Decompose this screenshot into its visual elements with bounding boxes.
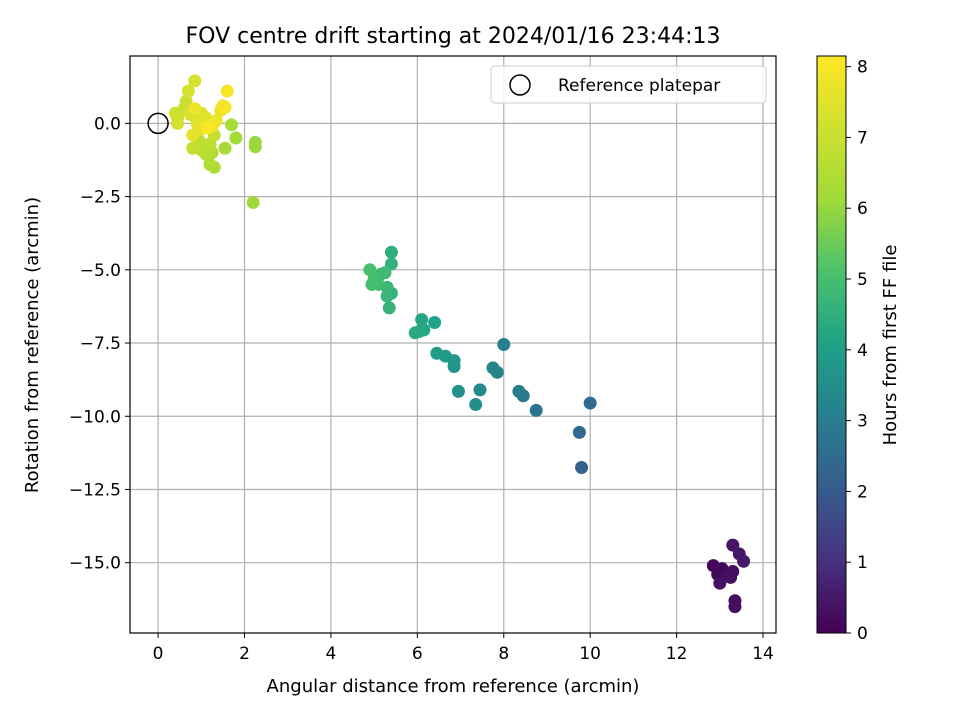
scatter-point [186,141,200,155]
scatter-point [171,116,185,130]
y-tick-label: −2.5 [80,188,121,208]
scatter-point [469,398,483,412]
scatter-point [218,141,232,155]
scatter-point [583,396,597,410]
legend-entry-reference: Reference platepar [558,76,720,96]
scatter-point [497,338,511,351]
x-tick-label: 8 [498,644,509,664]
x-tick-label: 12 [666,644,688,664]
scatter-point [737,554,751,568]
colorbar-tick-label: 6 [857,199,868,219]
scatter-point [382,301,396,315]
scatter-point [428,316,442,330]
scatter-point [229,131,243,145]
scatter-point [529,403,543,417]
scatter-point [218,100,232,114]
colorbar-tick-label: 1 [857,553,868,573]
scatter-point [248,140,262,154]
colorbar-tick-label: 4 [857,341,868,361]
x-tick-label: 4 [326,644,337,664]
scatter-point [363,263,377,277]
chart-title: FOV centre drift starting at 2024/01/16 … [186,24,721,49]
y-tick-label: −12.5 [69,480,121,500]
colorbar-tick-label: 3 [857,412,868,432]
colorbar: 0 1 2 3 4 5 6 7 8 Hours from first FF file [816,55,901,644]
reference-platepar-marker [147,112,169,135]
y-tick-label: 0.0 [94,114,121,134]
scatter-point [415,313,429,327]
scatter-points [168,74,751,614]
scatter-point [220,84,234,98]
x-tick-label: 0 [153,644,164,664]
scatter-point [188,102,202,116]
colorbar-tick-label: 5 [857,270,868,290]
colorbar-tick-label: 0 [857,624,868,644]
scatter-point [430,346,444,360]
scatter-point [512,384,526,398]
x-tick-label: 14 [752,644,774,664]
reference-marker-layer [147,112,169,135]
y-axis-ticks: 0.0 −2.5 −5.0 −7.5 −10.0 −12.5 −15.0 [69,114,130,574]
legend: Reference platepar [490,65,767,104]
scatter-point [188,74,202,88]
scatter-point [246,195,260,209]
scatter-point [408,326,422,340]
x-tick-label: 6 [412,644,423,664]
y-tick-label: −10.0 [69,407,121,427]
scatter-point [384,245,398,259]
scatter-point [728,600,742,614]
scatter-point [713,576,727,590]
y-tick-label: −5.0 [80,261,121,281]
x-axis-ticks: 0 2 4 6 8 10 12 14 [153,633,774,664]
scatter-point [572,425,586,439]
scatter-point [486,361,500,375]
legend-reference-marker [509,74,531,96]
colorbar-tick-label: 2 [857,482,868,502]
colorbar-gradient [816,55,847,634]
scatter-point [201,121,215,135]
scatter-point [451,384,465,398]
scatter-point [225,118,239,132]
scatter-point [365,277,379,291]
scatter-point [575,461,589,475]
scatter-point [721,569,735,583]
scatter-point [181,84,195,98]
colorbar-tick-label: 8 [857,58,868,78]
y-tick-label: −7.5 [80,334,121,354]
y-tick-label: −15.0 [69,554,121,574]
scatter-point [473,383,487,397]
x-tick-label: 2 [239,644,250,664]
x-tick-label: 10 [579,644,601,664]
plot-frame [129,55,777,634]
y-axis-label: Rotation from reference (arcmin) [22,197,43,493]
colorbar-label: Hours from first FF file [880,245,901,446]
colorbar-ticks: 0 1 2 3 4 5 6 7 8 [846,58,868,644]
legend-box [490,65,767,104]
x-axis-label: Angular distance from reference (arcmin) [267,676,640,697]
scatter-point [168,106,182,120]
colorbar-tick-label: 7 [857,128,868,148]
scatter-point [209,113,223,127]
scatter-point [203,157,217,171]
